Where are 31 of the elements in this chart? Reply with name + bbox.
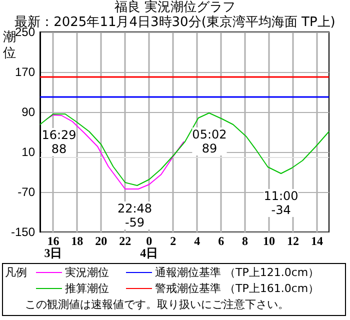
line-series bbox=[45, 114, 184, 190]
x-tick-label: 12 bbox=[287, 234, 300, 248]
legend-label: 推算潮位 bbox=[65, 280, 109, 296]
legend-label: 通報潮位基準 （TP上121.0cm） bbox=[155, 264, 320, 280]
x-tick-label: 4 bbox=[194, 234, 200, 248]
x-tick-label: 6 bbox=[218, 234, 224, 248]
legend-label: 実況潮位 bbox=[65, 264, 109, 280]
legend-label: 警戒潮位基準 （TP上161.0cm） bbox=[155, 280, 320, 296]
x-tick-label: 20 bbox=[95, 234, 108, 248]
x-tick-label: 0 4日 bbox=[140, 234, 158, 260]
y-tick-label: 170 bbox=[14, 65, 36, 79]
legend-title: 凡例 bbox=[4, 264, 28, 280]
x-tick-label: 22 bbox=[119, 234, 132, 248]
annotation: 16:29 88 bbox=[42, 128, 76, 156]
y-tick-label: 10 bbox=[22, 145, 36, 159]
line-series bbox=[40, 112, 330, 186]
y-tick-label: 90 bbox=[22, 105, 36, 119]
y-tick-label: -70 bbox=[18, 185, 36, 199]
chart-title: 福良 実況潮位グラフ bbox=[113, 0, 237, 15]
annotation: 11:00 -34 bbox=[264, 189, 298, 217]
annotation: 22:48 -59 bbox=[117, 202, 152, 230]
annotation: 05:02 89 bbox=[192, 128, 227, 156]
y-axis-title: 潮位 bbox=[3, 30, 16, 62]
text: この観測値は速報値です。取り扱いにご注意下さい。 bbox=[24, 296, 290, 312]
x-tick-label: 14 bbox=[311, 234, 324, 248]
x-tick-label: 8 bbox=[242, 234, 248, 248]
y-tick-label: -150 bbox=[10, 225, 36, 239]
x-tick-label: 2 bbox=[170, 234, 176, 248]
x-tick-label: 10 bbox=[263, 234, 276, 248]
x-tick-label: 18 bbox=[71, 234, 84, 248]
x-tick-label: 16 3日 bbox=[44, 234, 62, 260]
